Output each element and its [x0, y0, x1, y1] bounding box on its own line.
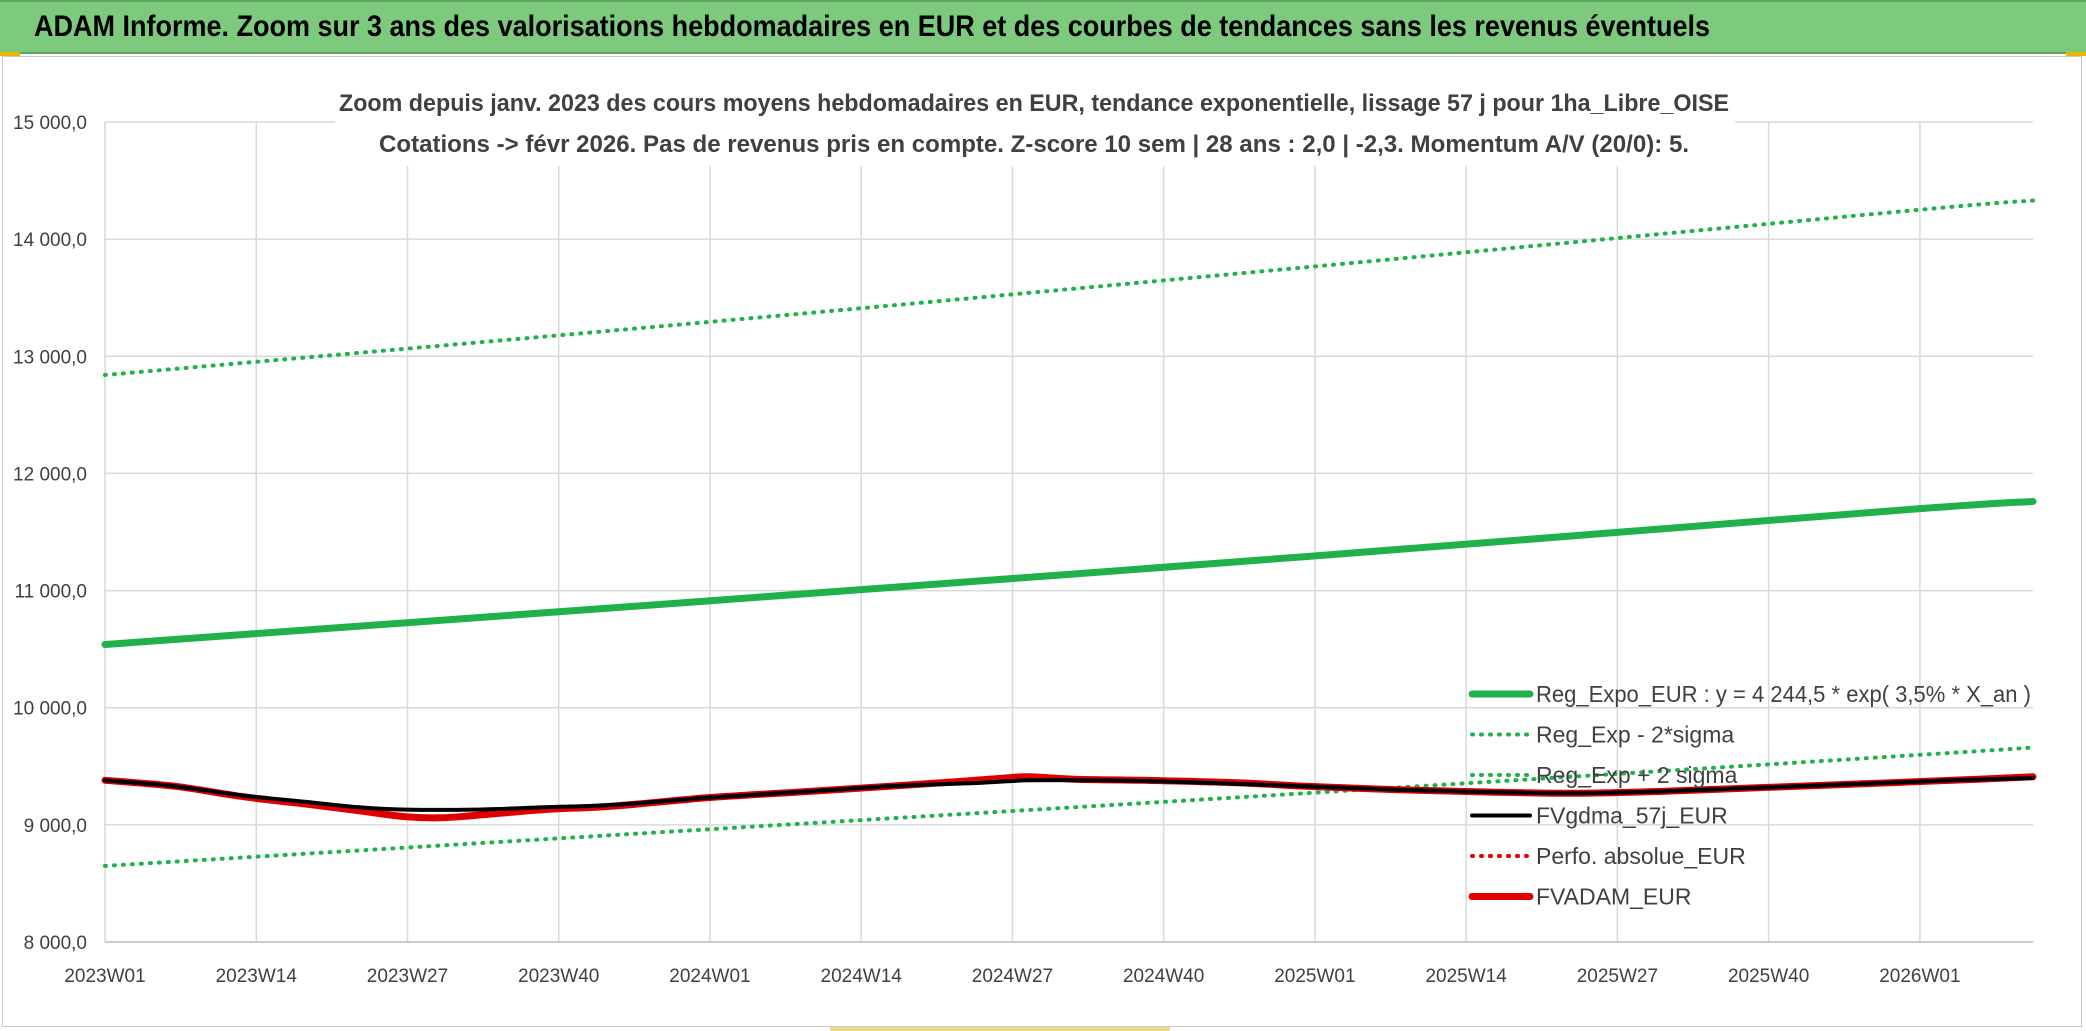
series-line-fvgdma	[103, 776, 2035, 812]
y-tick-label: 13 000,0	[13, 347, 87, 368]
x-tick-label: 2023W01	[64, 966, 145, 987]
x-tick-label: 2023W14	[216, 966, 298, 987]
x-tick-label: 2025W27	[1577, 966, 1658, 987]
legend-label: FVgdma_57j_EUR	[1536, 803, 1728, 829]
y-tick-label: 15 000,0	[13, 113, 87, 134]
report-title: ADAM Informe. Zoom sur 3 ans des valoris…	[34, 10, 1711, 43]
x-tick-label: 2024W40	[1123, 966, 1204, 987]
axes: 8 000,0 9 000,0 10 000,0 11 000,0 12 000…	[13, 113, 1961, 987]
header-accent-left	[0, 52, 20, 56]
report-header: ADAM Informe. Zoom sur 3 ans des valoris…	[0, 0, 2086, 54]
legend-label: FVADAM_EUR	[1536, 884, 1692, 910]
series-line-reg-minus-2sigma	[103, 745, 2035, 868]
legend-label: Reg_Exp - 2*sigma	[1536, 722, 1734, 748]
x-tick-label: 2023W27	[367, 966, 448, 987]
y-tick-label: 9 000,0	[24, 816, 87, 837]
y-tick-label: 8 000,0	[24, 933, 87, 954]
y-tick-label: 14 000,0	[13, 230, 87, 251]
series-line-perfo-absolue	[103, 774, 2035, 820]
series	[101, 198, 2037, 868]
x-tick-label: 2024W27	[972, 966, 1053, 987]
y-tick-label: 12 000,0	[13, 464, 87, 485]
y-tick-label: 10 000,0	[13, 699, 87, 720]
chart-title-block: Zoom depuis janv. 2023 des cours moyens …	[335, 82, 1735, 166]
bottom-accent	[830, 1027, 1170, 1031]
grid	[104, 121, 2033, 943]
x-tick-label: 2024W01	[669, 966, 750, 987]
series-line-reg-plus-2sigma	[103, 198, 2035, 377]
legend-label: Reg_Exp + 2 sigma	[1536, 762, 1738, 788]
x-tick-label: 2025W01	[1274, 966, 1355, 987]
chart-area-border	[2, 56, 2082, 1027]
x-tick-label: 2025W14	[1425, 966, 1507, 987]
x-tick-label: 2023W40	[518, 966, 599, 987]
legend-label: Perfo. absolue_EUR	[1536, 843, 1746, 869]
chart-subtitle: Cotations -> févr 2026. Pas de revenus p…	[379, 131, 1689, 158]
legend: Reg_Expo_EUR : y = 4 244,5 * exp( 3,5% *…	[1468, 681, 2031, 910]
legend-label: Reg_Expo_EUR : y = 4 244,5 * exp( 3,5% *…	[1536, 681, 2031, 707]
series-line-reg-expo	[101, 498, 2037, 648]
chart-title: Zoom depuis janv. 2023 des cours moyens …	[339, 90, 1729, 117]
y-tick-label: 11 000,0	[14, 582, 87, 603]
x-tick-label: 2026W01	[1879, 966, 1960, 987]
x-tick-label: 2025W40	[1728, 966, 1809, 987]
header-accent-right	[2066, 52, 2086, 56]
x-tick-label: 2024W14	[821, 966, 903, 987]
